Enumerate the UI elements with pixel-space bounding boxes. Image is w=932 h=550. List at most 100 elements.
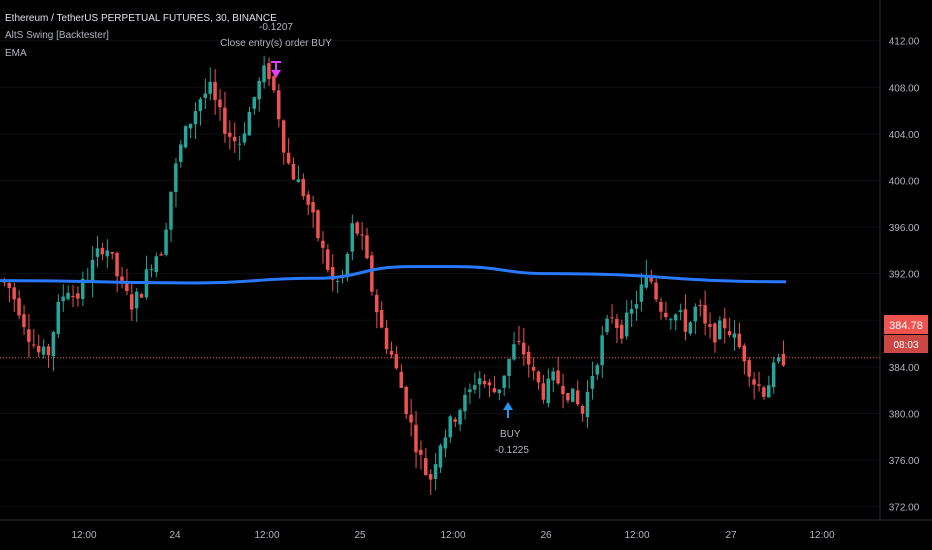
close-order-label: Close entry(s) order BUY <box>220 38 332 49</box>
price-tick-label: 404.00 <box>889 130 920 141</box>
candle-body <box>424 458 428 475</box>
candle-body <box>252 97 256 109</box>
candle-body <box>512 344 516 360</box>
price-tick-label: 372.00 <box>889 503 920 514</box>
buy-arrow-icon <box>503 402 513 418</box>
candle-body <box>139 294 144 298</box>
time-tick-label: 12:00 <box>809 530 834 541</box>
candle-body <box>277 90 281 120</box>
symbol-title[interactable]: Ethereum / TetherUS PERPETUAL FUTURES, 3… <box>5 13 277 24</box>
candle-body <box>615 318 619 328</box>
candle-body <box>32 344 36 346</box>
price-tick-label: 408.00 <box>889 83 920 94</box>
candle-body <box>433 464 438 479</box>
candle-body <box>605 318 609 333</box>
candle-body <box>296 179 301 183</box>
candle-body <box>149 268 154 270</box>
candle-body <box>198 99 203 111</box>
time-tick-label: 25 <box>354 530 366 541</box>
candle-body <box>624 312 629 337</box>
candle-body <box>208 81 212 94</box>
candle-body <box>286 152 291 164</box>
candle-body <box>438 445 443 468</box>
indicator-label-backtester[interactable]: AltS Swing [Backtester] <box>5 30 109 41</box>
candle-body <box>213 81 217 100</box>
candle-body <box>125 283 129 291</box>
candle-body <box>394 354 399 369</box>
candle-body <box>267 63 271 80</box>
candle-body <box>629 309 634 314</box>
candle-body <box>90 259 95 282</box>
candle-body <box>120 276 124 281</box>
candle-body <box>389 350 394 355</box>
close-order-value: -0.1207 <box>259 22 293 33</box>
candle-body <box>95 248 100 257</box>
candle-body <box>747 360 751 377</box>
candle-body <box>71 296 75 298</box>
candle-body <box>428 474 433 480</box>
candle-body <box>482 381 487 385</box>
candle-body <box>247 111 252 136</box>
candle-body <box>487 382 492 386</box>
candle-body <box>203 93 207 98</box>
candle-body <box>326 249 330 270</box>
time-tick-label: 26 <box>540 530 552 541</box>
time-tick-label: 12:00 <box>624 530 649 541</box>
candle-body <box>379 310 384 328</box>
candle-body <box>732 333 737 338</box>
candle-body <box>659 301 663 312</box>
candle-body <box>703 305 707 324</box>
candle-body <box>718 320 722 340</box>
candle-body <box>272 76 276 91</box>
candle-body <box>81 278 85 300</box>
candle-body <box>257 80 261 100</box>
candle-body <box>580 405 585 414</box>
candle-body <box>713 323 717 343</box>
candle-body <box>228 132 232 137</box>
candle-body <box>757 384 761 386</box>
candle-body <box>683 309 688 332</box>
candle-body <box>76 293 80 299</box>
candle-body <box>673 314 678 321</box>
candle-body <box>678 310 683 313</box>
candle-body <box>159 254 163 256</box>
current-price-badge <box>884 315 928 334</box>
candle-body <box>100 247 105 255</box>
close-arrow-icon <box>271 61 281 78</box>
candle-body <box>12 287 16 300</box>
candle-body <box>41 346 46 355</box>
candle-body <box>414 424 418 453</box>
candle-body <box>66 292 70 300</box>
candle-body <box>600 335 604 366</box>
candle-body <box>698 305 702 307</box>
candle-body <box>409 414 413 423</box>
price-tick-label: 384.00 <box>889 363 920 374</box>
buy-order-label: BUY <box>500 429 521 440</box>
candle-body <box>360 234 364 236</box>
time-tick-label: 12:00 <box>254 530 279 541</box>
candle-body <box>634 304 639 309</box>
candle-body <box>752 379 756 385</box>
candle-body <box>649 276 653 282</box>
candle-body <box>232 136 237 142</box>
candle-body <box>419 449 423 455</box>
candle-body <box>262 65 266 83</box>
time-axis[interactable]: 12:00 24 12:00 25 12:00 26 12:00 27 12:00 <box>71 530 834 541</box>
candle-body <box>507 358 511 377</box>
candle-body <box>134 291 139 309</box>
candle-body <box>179 144 183 162</box>
candle-body <box>722 318 727 329</box>
candle-body <box>531 366 536 371</box>
indicator-label-ema[interactable]: EMA <box>5 48 27 59</box>
candle-body <box>291 163 296 180</box>
candle-body <box>174 163 178 193</box>
candle-body <box>370 255 374 292</box>
candle-body <box>522 342 526 355</box>
candle-body <box>742 345 746 362</box>
price-tick-label: 396.00 <box>889 223 920 234</box>
time-tick-label: 27 <box>725 530 737 541</box>
ema-line <box>0 265 787 285</box>
candle-body <box>566 393 570 401</box>
candle-body <box>237 143 242 145</box>
